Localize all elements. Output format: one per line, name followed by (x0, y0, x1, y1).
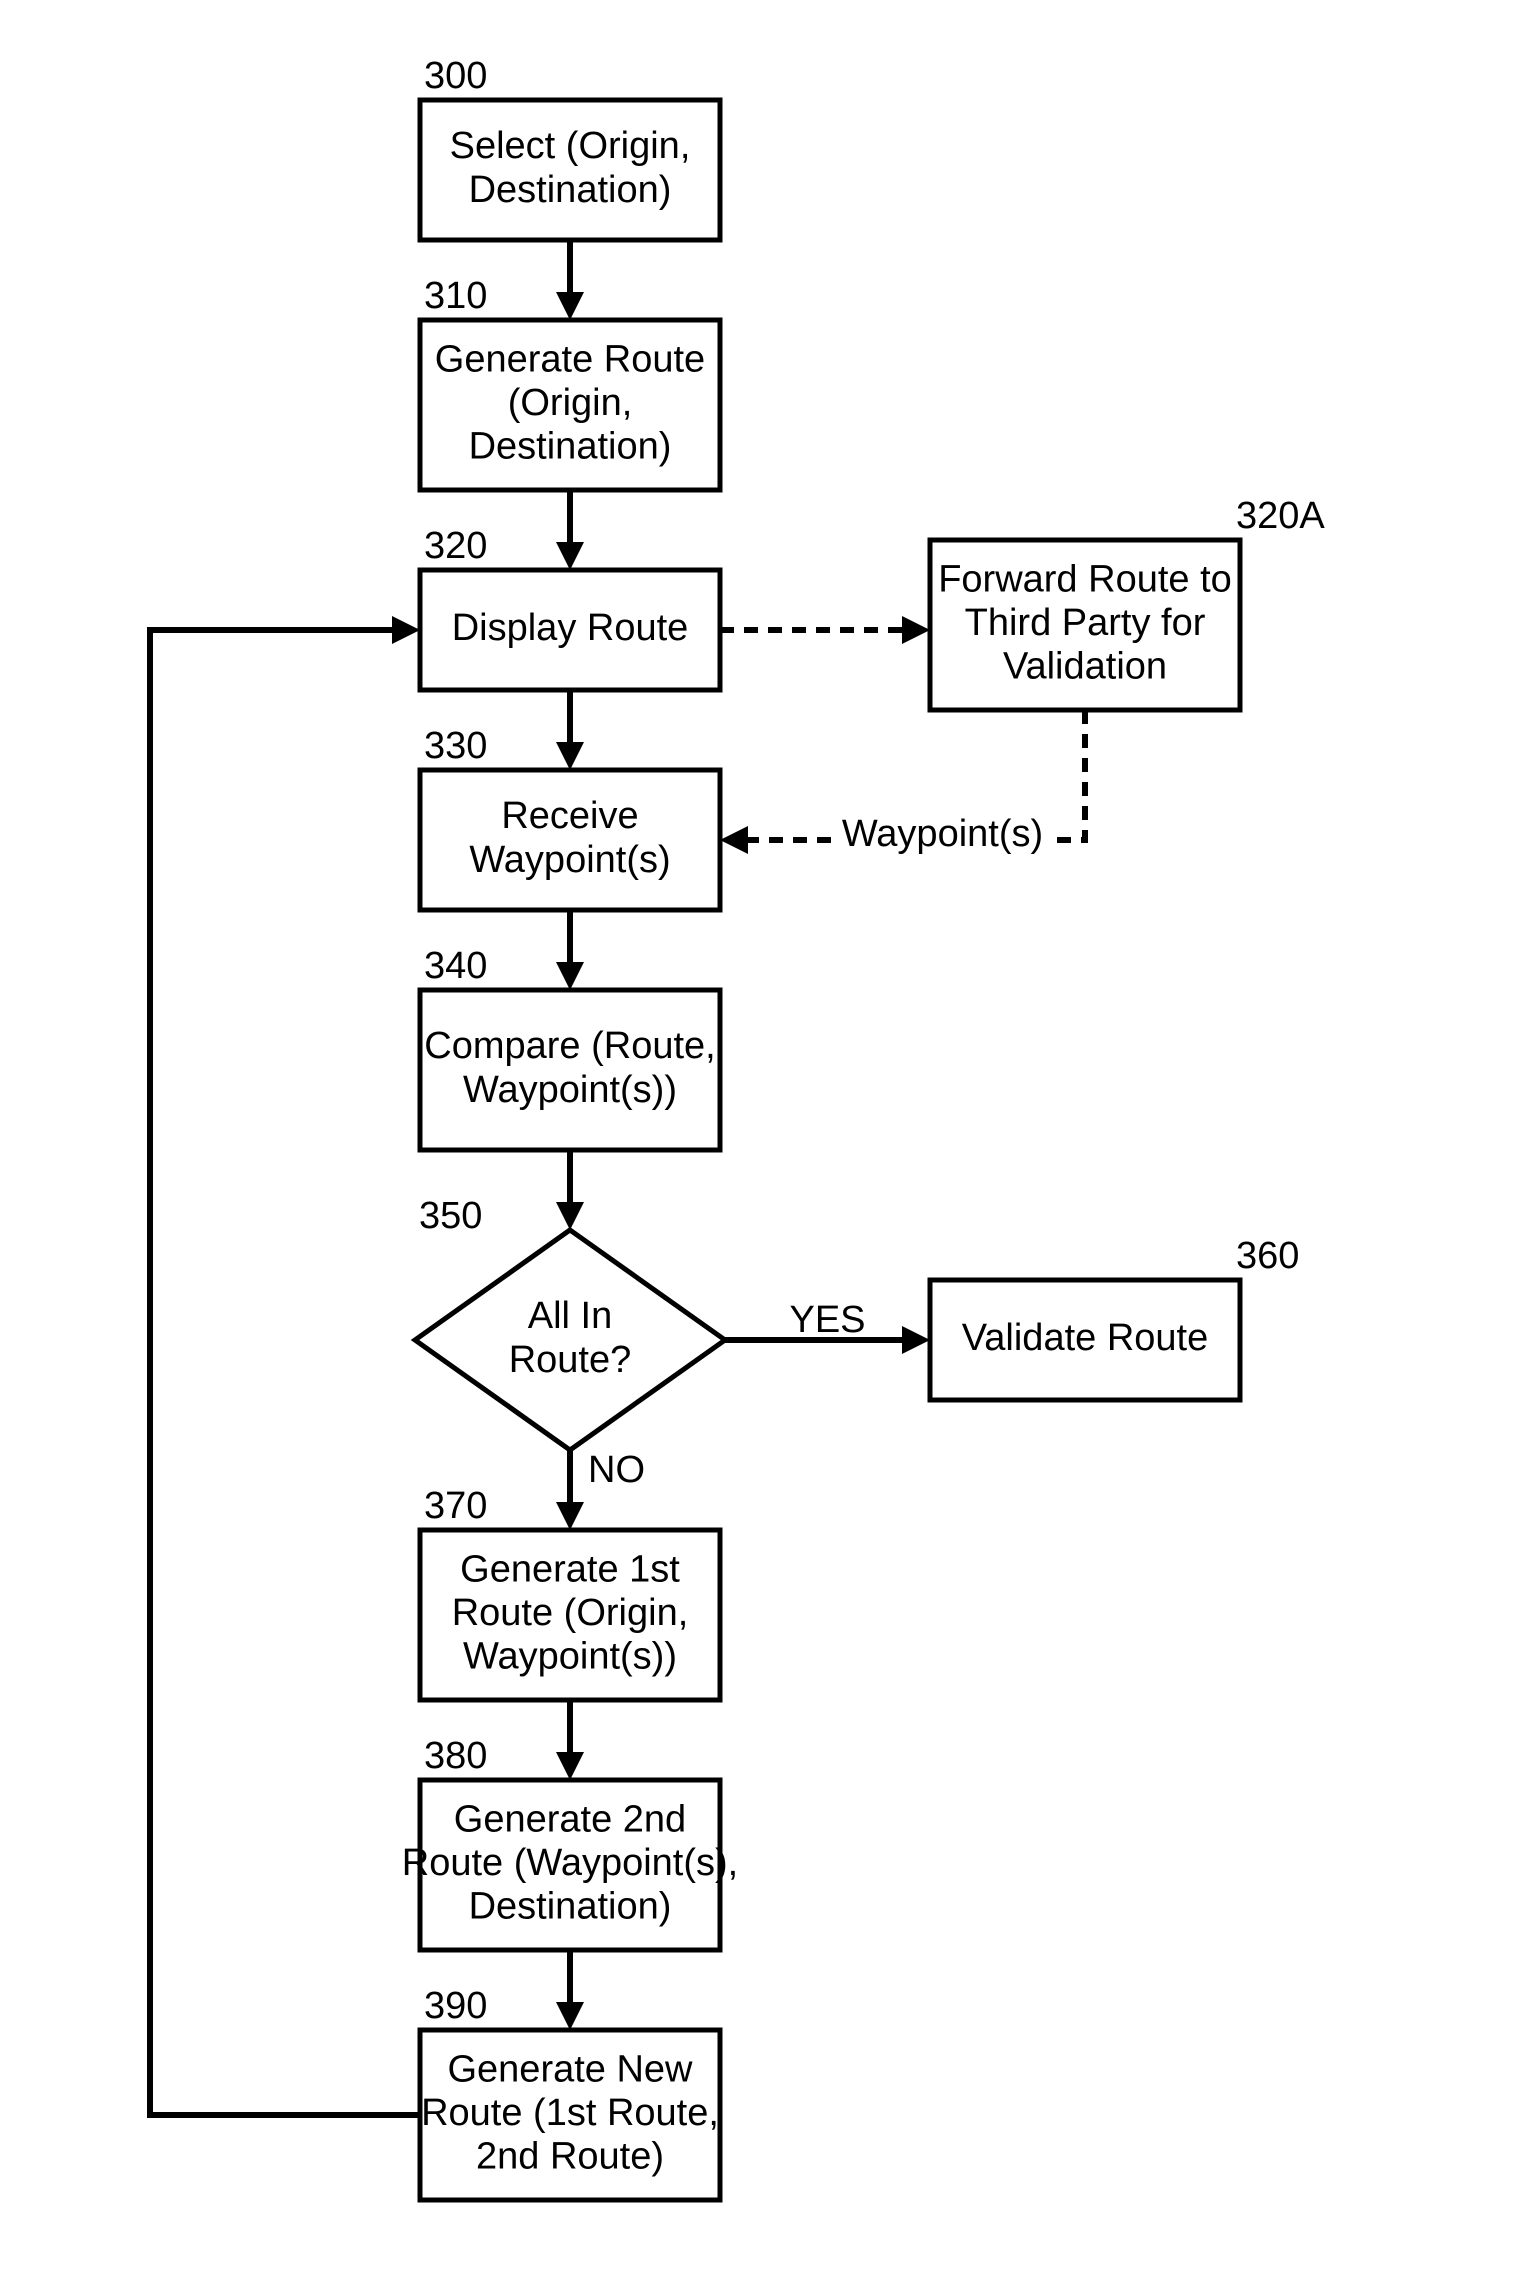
node-tag: 340 (424, 945, 487, 987)
svg-text:Display Route: Display Route (452, 607, 689, 649)
svg-text:Validation: Validation (1003, 646, 1167, 688)
svg-text:Route (Waypoint(s),: Route (Waypoint(s), (402, 1842, 738, 1884)
svg-text:NO: NO (588, 1449, 645, 1491)
node-tag: 310 (424, 275, 487, 317)
svg-text:Destination): Destination) (469, 426, 672, 468)
flowchart-svg: Select (Origin,Destination)300Generate R… (0, 0, 1513, 2282)
svg-text:Generate Route: Generate Route (435, 338, 705, 380)
svg-text:350: 350 (419, 1195, 482, 1237)
svg-text:Generate 2nd: Generate 2nd (454, 1798, 686, 1840)
svg-text:(Origin,: (Origin, (508, 382, 633, 424)
svg-text:YES: YES (789, 1299, 865, 1341)
svg-text:2nd Route): 2nd Route) (476, 2136, 664, 2178)
svg-text:Receive: Receive (501, 795, 638, 837)
svg-text:Select (Origin,: Select (Origin, (450, 125, 691, 167)
svg-text:Destination): Destination) (469, 169, 672, 211)
svg-text:Route?: Route? (509, 1339, 632, 1381)
svg-text:Destination): Destination) (469, 1886, 672, 1928)
svg-text:Waypoint(s): Waypoint(s) (842, 813, 1043, 855)
node-tag: 380 (424, 1735, 487, 1777)
svg-text:All In: All In (528, 1295, 612, 1337)
svg-text:Waypoint(s): Waypoint(s) (469, 839, 670, 881)
node-tag: 360 (1236, 1235, 1299, 1277)
node-tag: 320A (1236, 495, 1325, 537)
svg-text:Waypoint(s)): Waypoint(s)) (463, 1069, 677, 1111)
node-tag: 330 (424, 725, 487, 767)
svg-text:Route (Origin,: Route (Origin, (452, 1592, 689, 1634)
node-tag: 390 (424, 1985, 487, 2027)
svg-text:Compare (Route,: Compare (Route, (424, 1025, 715, 1067)
node-tag: 370 (424, 1485, 487, 1527)
svg-text:Generate 1st: Generate 1st (460, 1548, 680, 1590)
node-tag: 300 (424, 55, 487, 97)
svg-text:Forward Route to: Forward Route to (938, 558, 1232, 600)
svg-text:Generate New: Generate New (447, 2048, 693, 2090)
svg-text:Validate Route: Validate Route (962, 1317, 1208, 1359)
node-tag: 320 (424, 525, 487, 567)
svg-text:Third Party for: Third Party for (965, 602, 1206, 644)
svg-text:Waypoint(s)): Waypoint(s)) (463, 1636, 677, 1678)
svg-text:Route (1st Route,: Route (1st Route, (421, 2092, 719, 2134)
